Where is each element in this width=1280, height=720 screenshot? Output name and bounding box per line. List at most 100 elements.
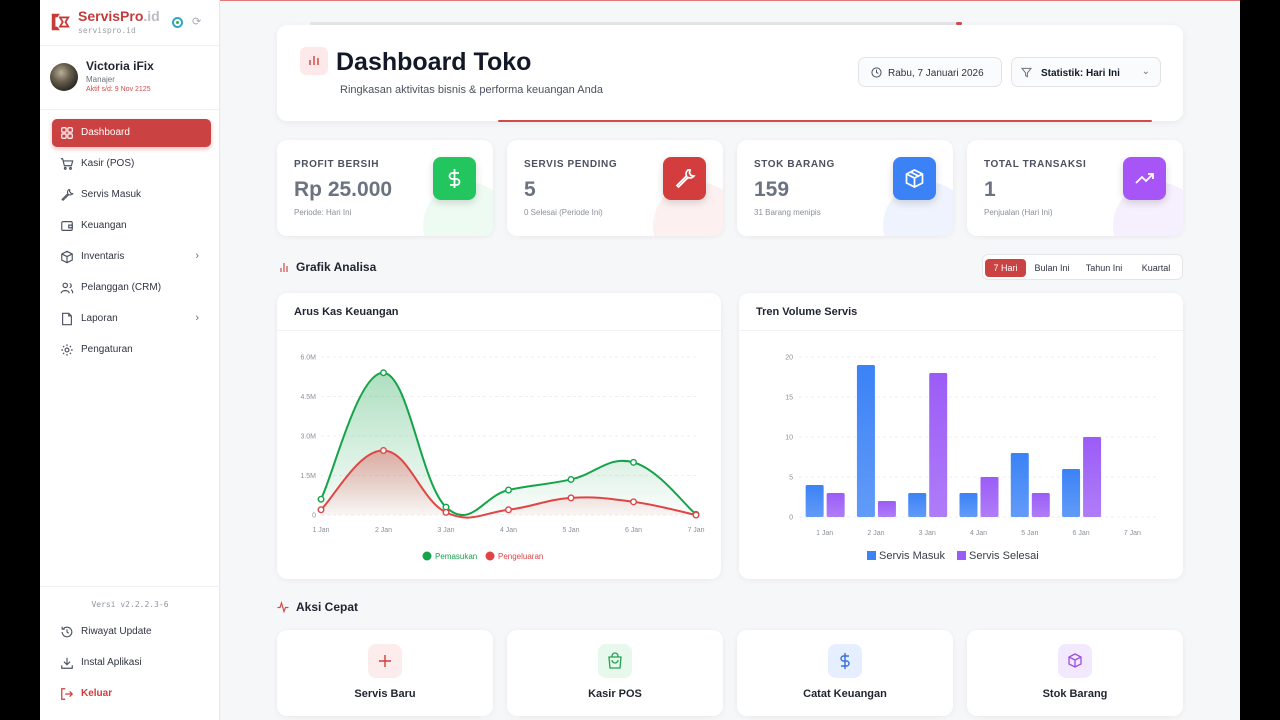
plus-icon (368, 644, 402, 678)
sidebar-item-label: Dashboard (81, 127, 130, 138)
stat-card-stock[interactable]: STOK BARANG 159 31 Barang menipis (737, 140, 953, 236)
stat-label: PROFIT BERSIH (294, 159, 380, 170)
stat-label: SERVIS PENDING (524, 159, 618, 170)
sidebar-item-label: Servis Masuk (81, 189, 142, 200)
bar-servis-selesai (980, 477, 999, 517)
stat-value: 1 (984, 178, 996, 201)
x-tick-label: 4 Jan (970, 530, 987, 537)
legend-marker (485, 551, 495, 561)
data-point (379, 446, 387, 454)
sidebar-item-label: Pelanggan (CRM) (81, 282, 162, 293)
y-tick-label: 0 (789, 515, 793, 522)
tab-7-days[interactable]: 7 Hari (985, 259, 1026, 277)
stat-card-pending[interactable]: SERVIS PENDING 5 0 Selesai (Periode Ini) (507, 140, 723, 236)
quick-action-stock[interactable]: Stok Barang (967, 630, 1183, 716)
cashflow-chart: 0 1.5M 3.0M 4.5M 6.0M 1 Jan 2 Jan 3 Jan 4 Jan 5 J… (300, 355, 704, 562)
tab-quarter[interactable]: Kuartal (1141, 263, 1171, 273)
brand: ServisPro.id servispro.id ⟳ (40, 0, 219, 46)
y-tick-label: 3.0M (300, 434, 316, 441)
service-volume-chart-card: Tren Volume Servis 0 5 10 15 20 1 Jan 2 Jan 3 J… (739, 293, 1183, 579)
sidebar-item-dashboard[interactable]: Dashboard (52, 119, 211, 147)
update-history-button[interactable]: Riwayat Update (52, 621, 212, 645)
quick-action-new-service[interactable]: Servis Baru (277, 630, 493, 716)
bar-servis-selesai (826, 493, 845, 517)
dollar-icon (828, 644, 862, 678)
x-tick-label: 2 Jan (867, 530, 884, 537)
data-point (442, 508, 450, 516)
chevron-right-icon: › (195, 312, 199, 324)
refresh-icon[interactable]: ⟳ (192, 16, 202, 28)
user-role: Manajer (86, 75, 115, 84)
stat-card-profit[interactable]: PROFIT BERSIH Rp 25.000 Periode: Hari In… (277, 140, 493, 236)
legend-label: Servis Masuk (879, 550, 946, 562)
sidebar: ServisPro.id servispro.id ⟳ Victoria iFi… (40, 0, 220, 720)
sidebar-footer: Versi v2.2.2.3-6 Riwayat Update Instal A… (40, 586, 220, 700)
chart-title: Tren Volume Servis (756, 306, 858, 318)
series-area-pengeluaran (321, 450, 696, 518)
dashboard-icon (61, 127, 73, 139)
data-point (317, 495, 325, 503)
tab-this-year[interactable]: Tahun Ini (1085, 263, 1123, 273)
brand-domain: servispro.id (78, 26, 136, 35)
brand-name: ServisPro.id (78, 8, 160, 24)
quick-action-finance[interactable]: Catat Keuangan (737, 630, 953, 716)
activity-icon (277, 601, 289, 613)
logout-button[interactable]: Keluar (52, 683, 212, 707)
wrench-icon (61, 189, 74, 202)
bar-servis-masuk (805, 485, 824, 517)
update-history-label: Riwayat Update (81, 626, 152, 637)
y-tick-label: 15 (785, 395, 793, 402)
shopping-bag-icon (598, 644, 632, 678)
chart-title: Arus Kas Keuangan (294, 306, 399, 318)
service-volume-chart: 0 5 10 15 20 1 Jan 2 Jan 3 Jan 4 Jan 5 Jan 6 Jan 7 … (785, 355, 1158, 562)
stat-label: STOK BARANG (754, 159, 835, 170)
quick-action-pos[interactable]: Kasir POS (507, 630, 723, 716)
quick-action-label: Servis Baru (354, 688, 416, 700)
gear-icon (61, 344, 73, 356)
stat-note: Penjualan (Hari Ini) (984, 208, 1053, 217)
brand-name-main: ServisPro (78, 8, 144, 24)
bar-chart-icon (300, 47, 328, 75)
sidebar-item-inventaris[interactable]: Inventaris › (52, 243, 211, 271)
sidebar-item-pelanggan[interactable]: Pelanggan (CRM) (52, 274, 211, 302)
install-app-button[interactable]: Instal Aplikasi (52, 652, 212, 676)
page-title: Dashboard Toko (336, 48, 532, 76)
wrench-icon (663, 157, 706, 200)
logo-icon (51, 13, 70, 31)
x-tick-label: 3 Jan (437, 527, 454, 534)
page-subtitle: Ringkasan aktivitas bisnis & performa ke… (340, 84, 603, 96)
y-tick-label: 0 (312, 513, 316, 520)
user-profile[interactable]: Victoria iFix Manajer Aktif s/d: 9 Nov 2… (40, 46, 219, 110)
sidebar-item-laporan[interactable]: Laporan › (52, 305, 211, 333)
sidebar-item-kasir[interactable]: Kasir (POS) (52, 150, 211, 178)
bar-servis-selesai (877, 501, 896, 517)
bar-servis-masuk (959, 493, 978, 517)
wallet-icon (61, 221, 73, 231)
y-tick-label: 20 (785, 355, 793, 362)
x-tick-label: 6 Jan (625, 527, 642, 534)
card-header: Arus Kas Keuangan (277, 293, 721, 331)
date-display[interactable]: Rabu, 7 Januari 2026 (858, 57, 1002, 87)
x-tick-label: 3 Jan (919, 530, 936, 537)
sidebar-item-servis[interactable]: Servis Masuk (52, 181, 211, 209)
data-point (630, 498, 638, 506)
tab-this-month[interactable]: Bulan Ini (1034, 263, 1070, 273)
quick-action-label: Catat Keuangan (803, 688, 887, 700)
y-tick-label: 6.0M (300, 355, 316, 362)
chevron-down-icon: ⌄ (1141, 66, 1150, 77)
sidebar-item-label: Keuangan (81, 220, 127, 231)
x-tick-label: 4 Jan (500, 527, 517, 534)
y-tick-label: 1.5M (300, 473, 316, 480)
data-point (692, 511, 700, 519)
data-point (567, 494, 575, 502)
page-header: Dashboard Toko Ringkasan aktivitas bisni… (277, 25, 1183, 121)
stat-card-transactions[interactable]: TOTAL TRANSAKSI 1 Penjualan (Hari Ini) (967, 140, 1183, 236)
filter-icon (1021, 67, 1032, 78)
statistic-filter-select[interactable]: Statistik: Hari Ini ⌄ (1011, 57, 1161, 87)
legend-marker (867, 551, 876, 560)
sidebar-item-pengaturan[interactable]: Pengaturan (52, 336, 211, 364)
sidebar-item-keuangan[interactable]: Keuangan (52, 212, 211, 240)
bar-servis-masuk (908, 493, 927, 517)
history-icon (61, 626, 73, 638)
x-tick-label: 7 Jan (687, 527, 704, 534)
